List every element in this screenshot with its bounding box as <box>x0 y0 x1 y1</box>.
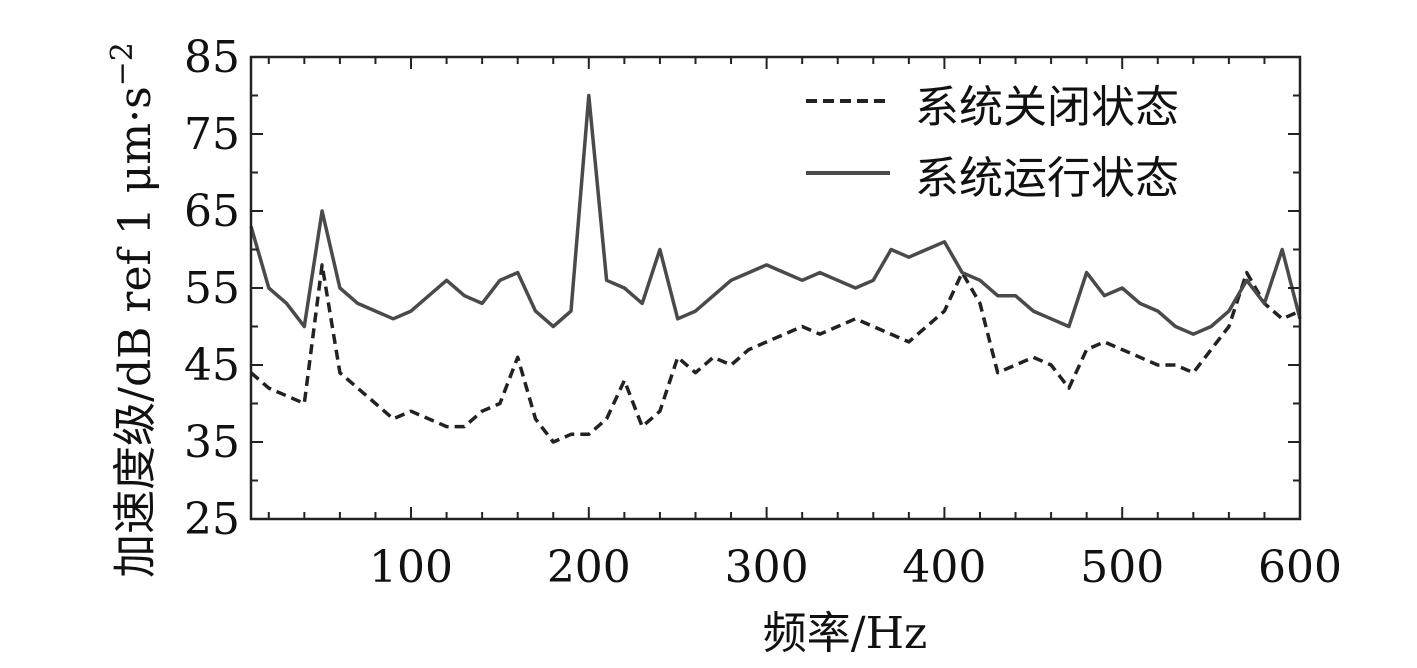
y-axis-label: 加速度级/dB ref 1 μm·s−2 <box>105 42 161 578</box>
y-tick-label-35: 35 <box>184 417 240 468</box>
y-tick-label-65: 65 <box>184 186 240 237</box>
y-tick-label-55: 55 <box>184 263 240 314</box>
legend-label-off: 系统关闭状态 <box>915 82 1179 133</box>
series-line-1 <box>249 93 1302 336</box>
x-axis-label: 频率/Hz <box>763 608 927 659</box>
y-tick-label-75: 75 <box>184 109 240 160</box>
x-tick-label-600: 600 <box>1258 542 1342 593</box>
x-tick-label-300: 300 <box>725 542 809 593</box>
legend-label-on: 系统运行状态 <box>915 153 1179 204</box>
ticks-layer: 100 200 300 400 500 600 25 35 45 55 65 75 85 <box>184 32 1342 593</box>
y-tick-label-25: 25 <box>184 494 240 545</box>
y-tick-label-85: 85 <box>184 32 240 83</box>
series-line-0 <box>249 263 1301 444</box>
legend: 系统关闭状态 系统运行状态 <box>806 82 1179 204</box>
y-axis-label-superscript: −2 <box>105 42 140 86</box>
y-axis-label-main: 加速度级/dB ref 1 μm·s <box>110 86 161 578</box>
x-tick-label-200: 200 <box>547 542 631 593</box>
x-tick-label-500: 500 <box>1080 542 1164 593</box>
y-tick-label-45: 45 <box>184 340 240 391</box>
series-layer <box>249 93 1302 444</box>
x-tick-label-400: 400 <box>902 542 986 593</box>
x-tick-label-100: 100 <box>369 542 453 593</box>
